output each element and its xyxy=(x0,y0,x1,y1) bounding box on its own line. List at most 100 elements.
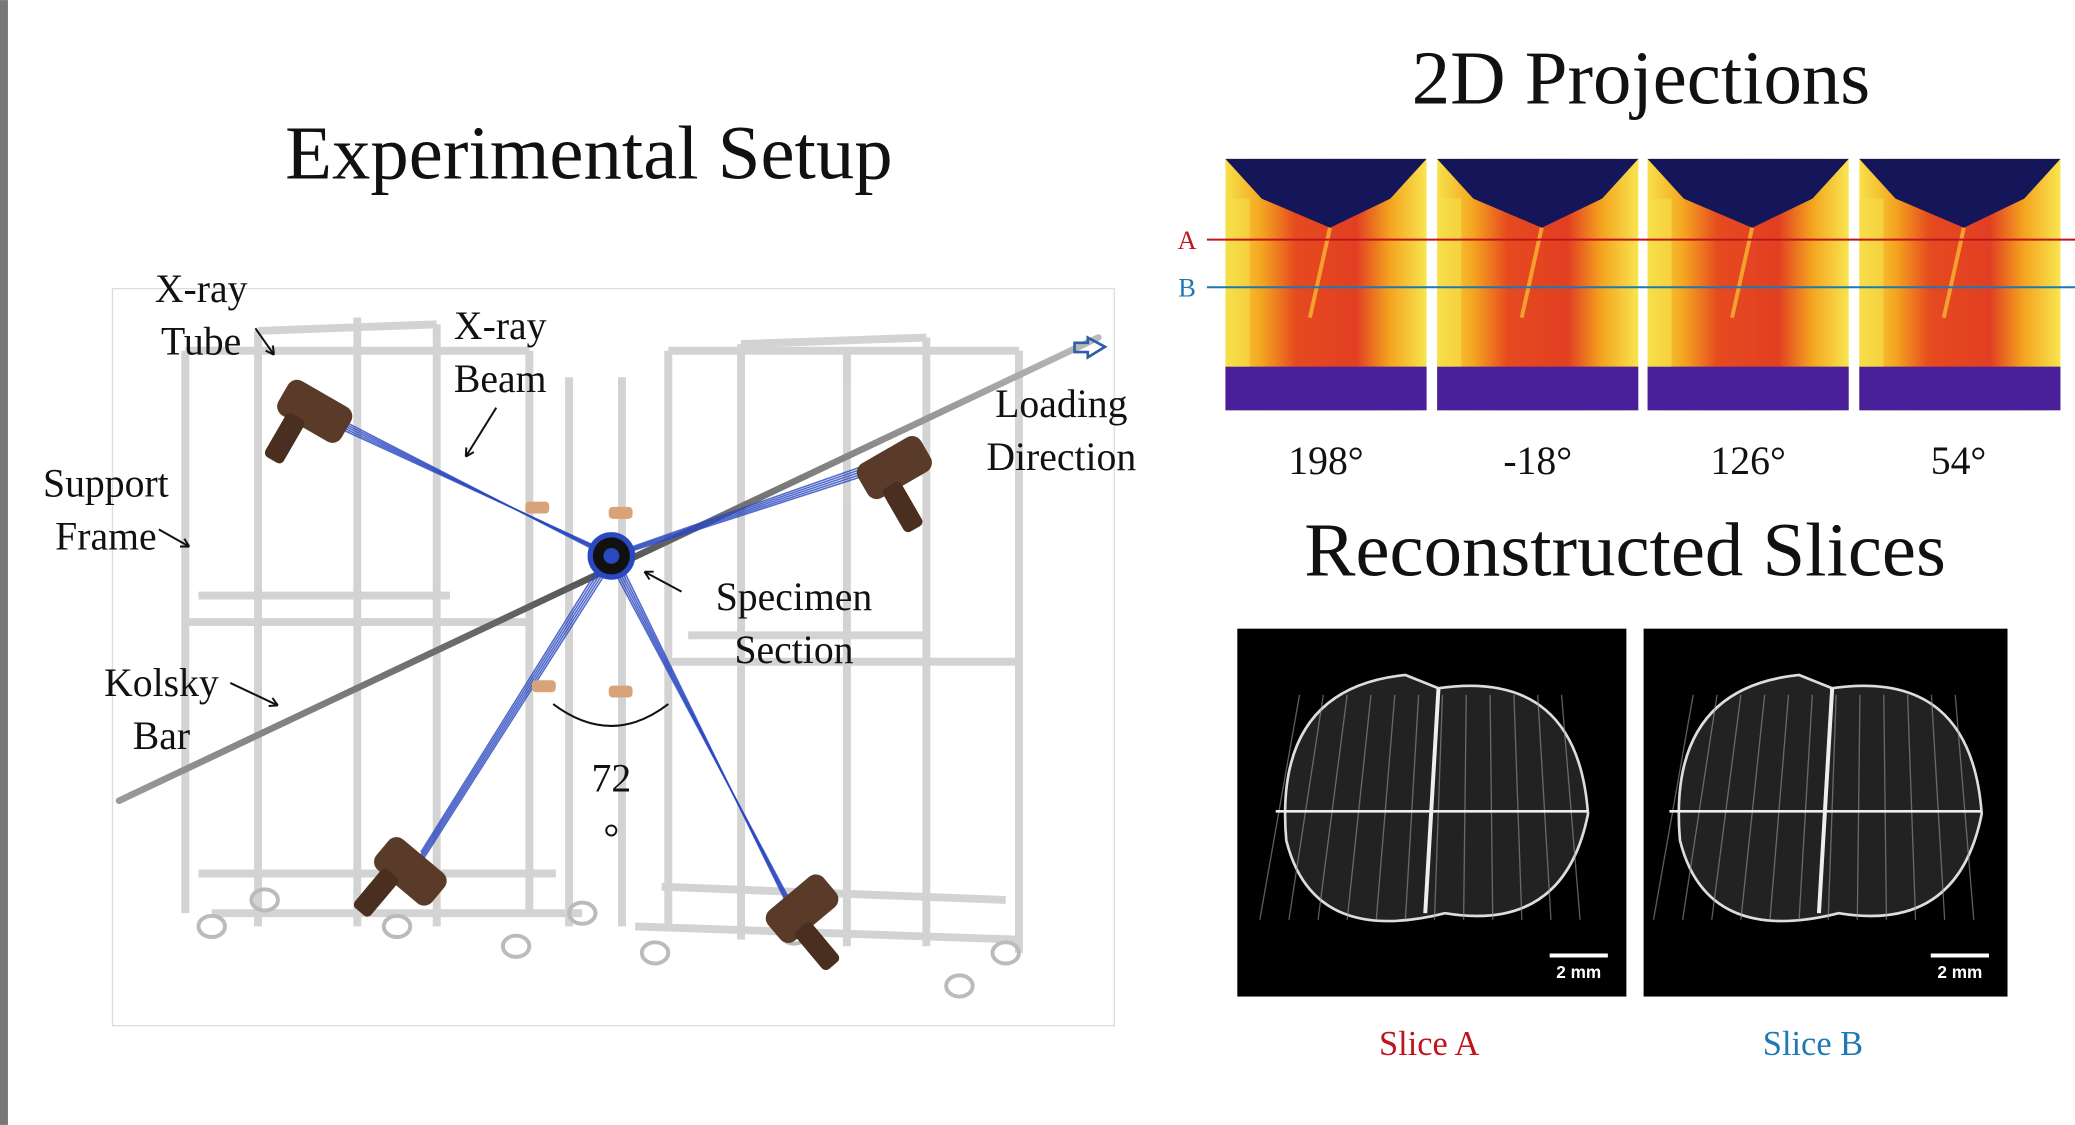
projection-band xyxy=(1647,366,1849,411)
frame-bar xyxy=(635,922,1020,944)
x-ray-beam xyxy=(608,459,887,557)
x-ray-tube xyxy=(765,874,840,971)
setup-label: Bar xyxy=(133,714,190,758)
clamp xyxy=(608,506,633,519)
slice-outline xyxy=(1677,673,1984,923)
projection-cone xyxy=(1437,158,1639,228)
setup-frame xyxy=(111,287,1115,1027)
setup-label: X-ray xyxy=(454,304,547,348)
slice-streak xyxy=(1346,694,1372,920)
x-ray-beam xyxy=(611,462,887,557)
tube-body xyxy=(856,436,932,500)
pointer-head xyxy=(265,345,275,356)
x-ray-beam xyxy=(615,555,795,919)
slice-streak xyxy=(1375,694,1396,920)
projection-cone xyxy=(1859,158,2061,228)
slice-streak xyxy=(1259,694,1301,920)
slice-label: Slice B xyxy=(1763,1025,1863,1063)
x-ray-tube xyxy=(353,837,447,917)
x-ray-beam xyxy=(420,555,613,859)
tube-body xyxy=(765,874,839,943)
setup-label: ° xyxy=(603,816,619,860)
x-ray-tube xyxy=(856,436,932,533)
slice-streak xyxy=(1537,694,1552,920)
slice-streak xyxy=(1740,694,1766,920)
wheel xyxy=(944,973,975,999)
pointer xyxy=(254,327,275,356)
slice-streak xyxy=(1906,694,1917,920)
x-ray-tube xyxy=(264,379,353,464)
slice-label: Slice A xyxy=(1379,1025,1479,1063)
pointer xyxy=(643,570,682,593)
slice-streak xyxy=(1954,694,1975,920)
projection-cone xyxy=(1225,158,1427,228)
projection-band xyxy=(1437,366,1639,411)
crack xyxy=(1519,227,1544,319)
wheel xyxy=(990,940,1021,966)
slice-streak xyxy=(1769,694,1790,920)
wheel xyxy=(249,887,280,913)
crack xyxy=(1730,227,1755,319)
slice-streak xyxy=(1711,694,1742,920)
slice-streak xyxy=(1560,694,1581,920)
setup-label: X-ray xyxy=(155,267,248,311)
pointer-head xyxy=(643,570,654,581)
tube-body xyxy=(374,837,447,906)
projections-title: 2D Projections xyxy=(1412,35,1870,120)
slice-streak xyxy=(1404,694,1420,920)
left-border xyxy=(0,0,8,1125)
pointer xyxy=(464,407,498,458)
tube-neck xyxy=(353,868,399,917)
pointer xyxy=(229,682,279,707)
slice-streak xyxy=(1462,694,1467,920)
crack xyxy=(1307,227,1332,319)
setup-title: Experimental Setup xyxy=(285,111,892,196)
slice-crack xyxy=(1816,688,1835,914)
setup-label: Support xyxy=(43,461,169,505)
setup-label: Beam xyxy=(454,357,547,401)
slice-streak xyxy=(1317,694,1348,920)
wheel xyxy=(381,913,413,939)
setup-label: Direction xyxy=(986,435,1136,479)
setup-label: Frame xyxy=(55,514,156,558)
setup-label: Section xyxy=(734,628,853,672)
setup-label: Specimen xyxy=(716,575,873,619)
pointer-head xyxy=(179,538,191,548)
clamp xyxy=(531,680,556,693)
setup-label: 72 xyxy=(592,756,632,800)
setup-label: Kolsky xyxy=(104,661,219,705)
slice-streak xyxy=(1856,694,1861,920)
x-ray-beam xyxy=(420,555,607,853)
projection-side xyxy=(1225,198,1250,367)
slice-streak xyxy=(1798,694,1813,920)
setup-label: Tube xyxy=(161,320,241,364)
tube-neck xyxy=(882,481,923,533)
x-ray-beam xyxy=(420,555,615,861)
slice-streak xyxy=(1930,694,1946,920)
slice-streak xyxy=(1513,694,1523,920)
x-ray-beam xyxy=(605,457,887,557)
x-ray-beam xyxy=(420,555,618,864)
slice-streak xyxy=(1288,694,1324,920)
wheel xyxy=(567,900,598,926)
projection-cone xyxy=(1647,158,1849,228)
slice-crack xyxy=(1423,688,1441,914)
crack xyxy=(1941,227,1966,319)
pointer-head xyxy=(464,447,475,458)
slice-streak xyxy=(1681,694,1718,920)
projection-angle: 198° xyxy=(1288,439,1363,483)
support-frame xyxy=(181,317,1023,953)
projection-side xyxy=(1859,198,1884,367)
tube-neck xyxy=(794,922,840,971)
slice-streak xyxy=(1883,694,1888,920)
slice-line-label: B xyxy=(1178,273,1196,303)
projection-side xyxy=(1437,198,1462,367)
wheel xyxy=(639,940,671,966)
frame-bar xyxy=(257,320,437,335)
angle-arc xyxy=(552,703,669,727)
slice-streak xyxy=(1827,694,1837,920)
slice-outline xyxy=(1283,673,1590,923)
pointer xyxy=(158,528,190,548)
tube-body xyxy=(277,379,353,443)
